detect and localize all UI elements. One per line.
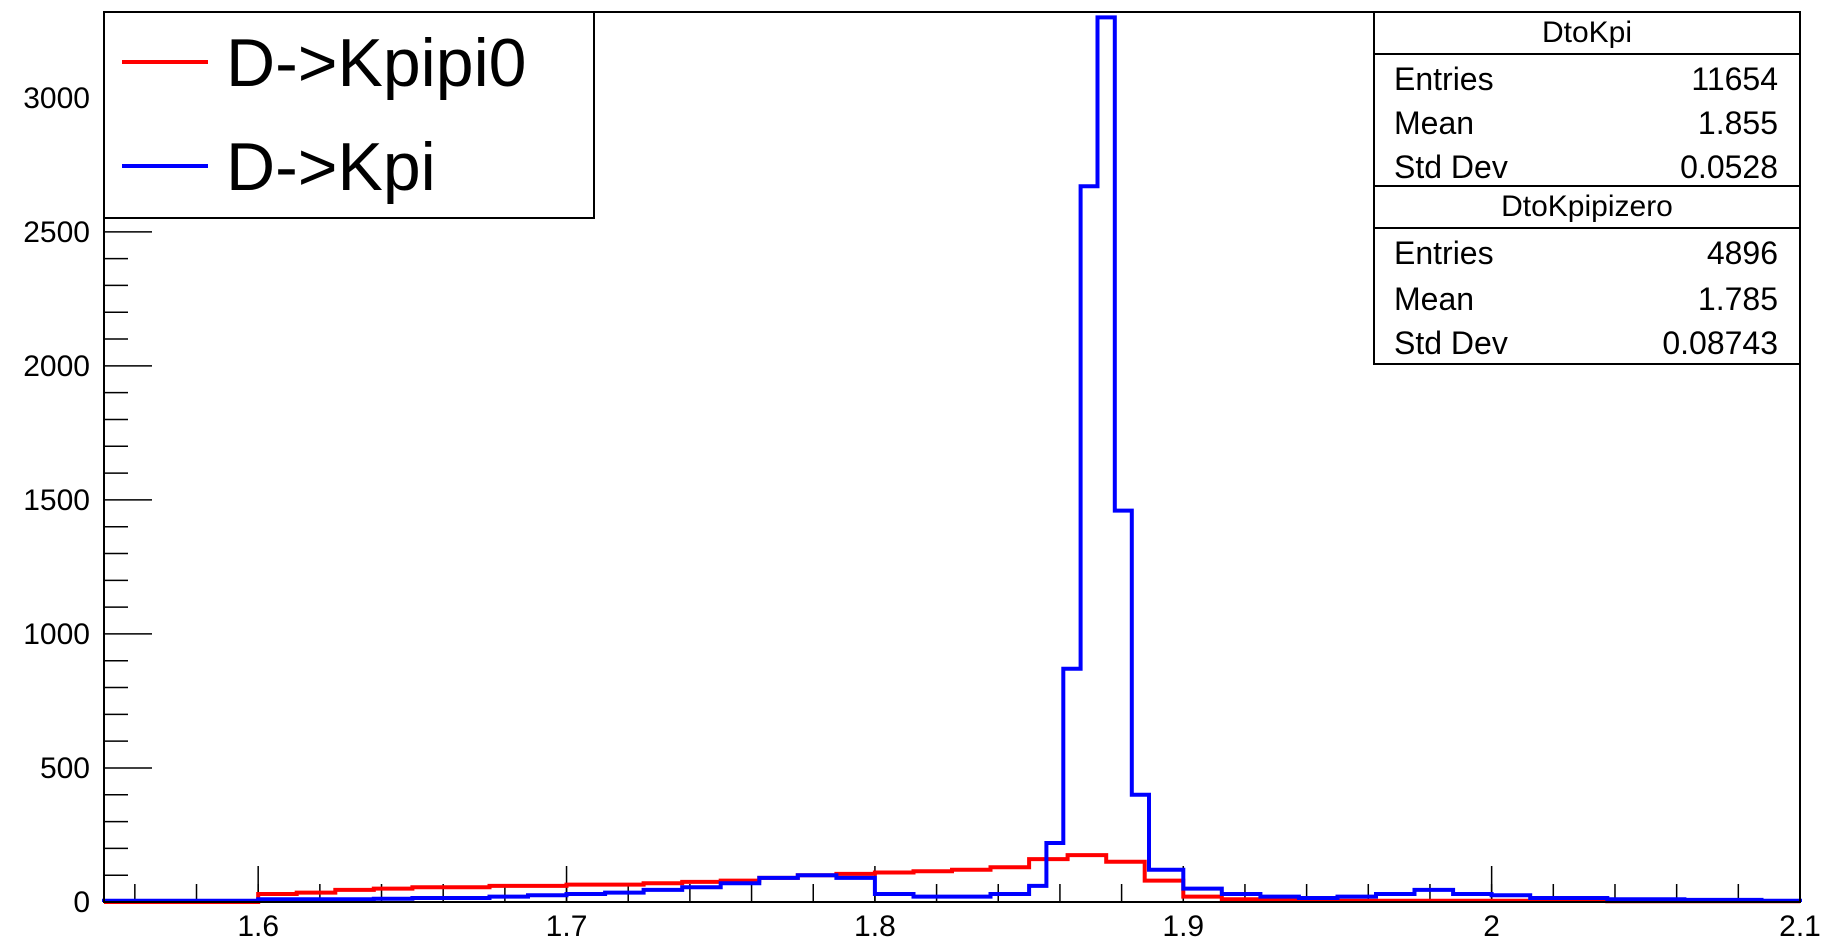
legend-label-kpi: D->Kpi — [226, 129, 436, 205]
stats-value-entries: 11654 — [1691, 61, 1778, 97]
x-tick-label: 1.7 — [546, 910, 588, 942]
stats-label-entries: Entries — [1394, 235, 1494, 271]
y-tick-label: 1500 — [23, 484, 90, 517]
legend-box — [103, 11, 595, 219]
legend-label-kpipi0: D->Kpipi0 — [226, 25, 527, 101]
x-tick-label: 2.1 — [1779, 910, 1821, 942]
legend: D->Kpipi0 D->Kpi — [103, 11, 595, 219]
axes: 0 500 1000 1500 2000 2500 3000 1.6 1.7 1.8 1.9 2 2.1 — [23, 16, 1821, 942]
stats-label-entries: Entries — [1394, 61, 1494, 97]
stats-value-stddev: 0.0528 — [1680, 149, 1778, 185]
stats-label-mean: Mean — [1394, 105, 1474, 141]
y-tick-label: 2500 — [23, 216, 90, 249]
x-tick-label: 1.9 — [1162, 910, 1204, 942]
stats-label-stddev: Std Dev — [1394, 149, 1508, 185]
y-tick-label: 1000 — [23, 618, 90, 651]
stats-label-mean: Mean — [1394, 281, 1474, 317]
y-tick-label: 3000 — [23, 82, 90, 115]
x-tick-label: 2 — [1483, 910, 1500, 942]
y-tick-label: 2000 — [23, 350, 90, 383]
stats-box-frame — [1373, 11, 1801, 187]
stats-value-entries: 4896 — [1707, 235, 1778, 271]
x-tick-label: 1.6 — [237, 910, 279, 942]
series-line-dtokpi — [102, 15, 1802, 903]
y-tick-label: 500 — [40, 752, 90, 785]
stats-value-stddev: 0.08743 — [1662, 325, 1778, 361]
stats-value-mean: 1.855 — [1698, 105, 1778, 141]
stats-value-mean: 1.785 — [1698, 281, 1778, 317]
stats-label-stddev: Std Dev — [1394, 325, 1508, 361]
series-group — [102, 15, 1802, 904]
y-tick-label: 0 — [73, 886, 90, 919]
stats-title: DtoKpipizero — [1501, 190, 1673, 223]
stats-box-dtokpi: DtoKpi Entries 11654 Mean 1.855 Std Dev … — [1373, 11, 1801, 187]
plot-frame — [103, 11, 1801, 903]
series-line-dtokpipizero — [104, 853, 1802, 904]
x-tick-label: 1.8 — [854, 910, 896, 942]
stats-title: DtoKpi — [1542, 16, 1632, 49]
stats-box-frame — [1373, 185, 1801, 365]
stats-box-dtokpipizero: DtoKpipizero Entries 4896 Mean 1.785 Std… — [1373, 185, 1801, 365]
